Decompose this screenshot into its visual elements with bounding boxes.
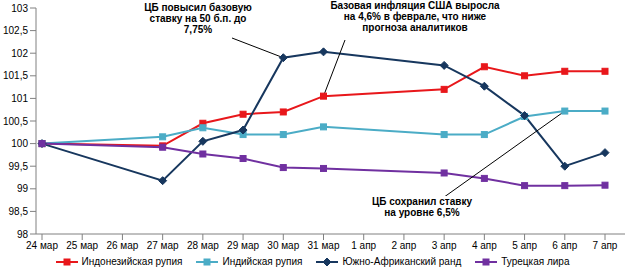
svg-text:98: 98 [17, 229, 29, 240]
svg-text:5 апр: 5 апр [512, 240, 537, 251]
svg-text:2 апр: 2 апр [391, 240, 416, 251]
html-text:Базовая инфляция США выросла н: Базовая инфляция США выросла на 4,6% в ф… [330, 0, 500, 33]
svg-text:101,5: 101,5 [8, 70, 28, 81]
svg-text:100: 100 [11, 138, 28, 149]
html-text:Южно-Африканский ранд: Южно-Африканский ранд [342, 256, 462, 267]
svg-text:99: 99 [17, 183, 29, 194]
svg-text:26 мар: 26 мар [106, 240, 138, 251]
svg-text:103: 103 [11, 3, 28, 14]
svg-text:98,5: 98,5 [9, 206, 29, 217]
svg-text:102: 102 [11, 48, 28, 59]
svg-text:7 апр: 7 апр [593, 240, 618, 251]
html-text:Индонезийская рупия: Индонезийская рупия [81, 256, 183, 267]
svg-text:28 мар: 28 мар [187, 240, 219, 251]
svg-text:29 мар: 29 мар [227, 240, 259, 251]
svg-text:4 апр: 4 апр [472, 240, 497, 251]
svg-text:30 мар: 30 мар [267, 240, 299, 251]
svg-text:27 мар: 27 мар [147, 240, 179, 251]
html-text:ЦБ сохранил ставку на уровне 6: ЦБ сохранил ставку на уровне 6,5% [372, 196, 472, 218]
svg-text:101: 101 [11, 93, 28, 104]
svg-text:100,5: 100,5 [8, 116, 28, 127]
html-text:ЦБ повысил базовую ставку на 5: ЦБ повысил базовую ставку на 50 б.п. до … [144, 2, 252, 35]
svg-text:1 апр: 1 апр [351, 240, 376, 251]
svg-text:25 мар: 25 мар [66, 240, 98, 251]
svg-text:3 апр: 3 апр [432, 240, 457, 251]
html-text:Индийская рупия: Индийская рупия [222, 256, 303, 267]
svg-text:31 мар: 31 мар [308, 240, 340, 251]
svg-text:99,5: 99,5 [9, 161, 29, 172]
html-text:Турецкая лира: Турецкая лира [501, 256, 570, 267]
svg-text:24 мар: 24 мар [26, 240, 58, 251]
svg-text:102,5: 102,5 [8, 25, 28, 36]
svg-text:6 апр: 6 апр [552, 240, 577, 251]
